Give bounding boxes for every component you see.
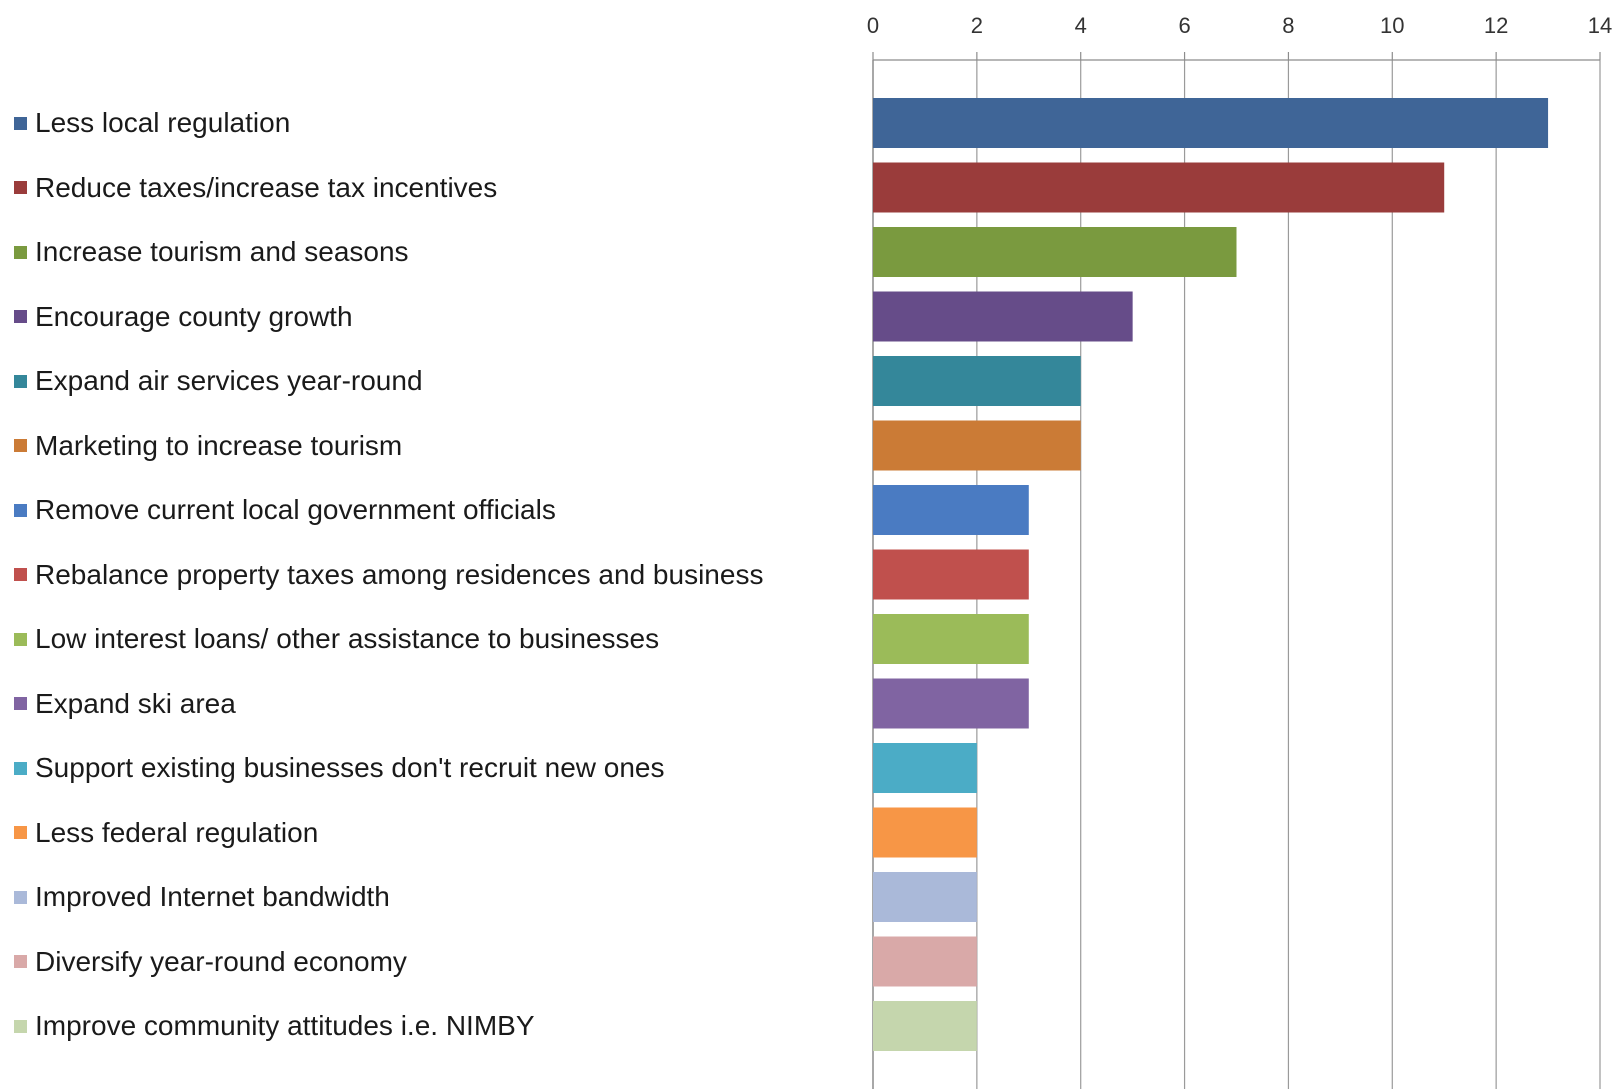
category-label: Support existing businesses don't recrui… <box>35 752 665 783</box>
legend-entry: Expand ski area <box>14 684 236 724</box>
legend-entry: Diversify year-round economy <box>14 942 407 982</box>
legend-entry: Expand air services year-round <box>14 361 423 401</box>
x-tick-label: 8 <box>1282 13 1294 38</box>
legend-entry: Encourage county growth <box>14 297 353 337</box>
legend-swatch <box>14 116 27 130</box>
category-label: Less local regulation <box>35 107 291 138</box>
bar <box>873 291 1133 342</box>
category-label: Encourage county growth <box>35 300 353 332</box>
bar <box>873 549 1029 600</box>
legend-entry: Less local regulation <box>14 103 290 143</box>
legend-swatch <box>14 955 27 968</box>
legend-swatch <box>14 310 27 323</box>
bar <box>873 485 1029 535</box>
legend-swatch <box>14 761 27 775</box>
legend-swatch <box>14 503 27 517</box>
legend-entry: Less federal regulation <box>14 813 318 853</box>
bar <box>873 743 977 793</box>
legend-entry: Marketing to increase tourism <box>14 426 402 466</box>
category-label: Less federal regulation <box>35 816 319 848</box>
category-label: Improve community attitudes i.e. NIMBY <box>35 1010 535 1041</box>
legend-swatch <box>14 181 27 194</box>
bar <box>873 936 977 987</box>
category-label: Remove current local government official… <box>35 494 556 525</box>
legend-swatch <box>14 568 27 581</box>
legend-entry: Reduce taxes/increase tax incentives <box>14 168 497 208</box>
legend-swatch <box>14 439 27 452</box>
category-label: Rebalance property taxes among residence… <box>35 558 764 590</box>
legend-swatch <box>14 374 27 388</box>
x-tick-label: 12 <box>1484 13 1508 38</box>
x-tick-label: 0 <box>867 13 879 38</box>
category-label: Improved Internet bandwidth <box>35 881 390 912</box>
category-label: Low interest loans/ other assistance to … <box>35 623 660 654</box>
legend-swatch <box>14 632 27 646</box>
legend-entry: Increase tourism and seasons <box>14 232 409 272</box>
bar <box>873 356 1081 406</box>
category-label: Increase tourism and seasons <box>35 236 409 267</box>
x-tick-label: 2 <box>971 13 983 38</box>
category-label: Reduce taxes/increase tax incentives <box>35 171 498 203</box>
legend-entry: Improved Internet bandwidth <box>14 877 390 917</box>
legend-entry: Improve community attitudes i.e. NIMBY <box>14 1006 535 1046</box>
bar <box>873 807 977 858</box>
legend-swatch <box>14 697 27 710</box>
bar <box>873 1001 977 1051</box>
legend-entry: Remove current local government official… <box>14 490 556 530</box>
bar <box>873 420 1081 471</box>
x-tick-label: 4 <box>1075 13 1087 38</box>
bar <box>873 98 1549 148</box>
legend-entry: Rebalance property taxes among residence… <box>14 555 763 595</box>
bar <box>873 614 1029 664</box>
legend-swatch <box>14 245 27 259</box>
category-label: Expand air services year-round <box>35 365 423 396</box>
legend-swatch <box>14 890 27 904</box>
bar <box>873 162 1445 213</box>
legend-entry: Support existing businesses don't recrui… <box>14 748 664 788</box>
category-label: Expand ski area <box>35 687 236 719</box>
legend-entry: Low interest loans/ other assistance to … <box>14 619 659 659</box>
category-label: Marketing to increase tourism <box>35 429 403 461</box>
bar <box>873 872 977 922</box>
x-tick-label: 6 <box>1178 13 1190 38</box>
bar <box>873 227 1237 277</box>
category-label: Diversify year-round economy <box>35 945 407 977</box>
legend-swatch <box>14 826 27 839</box>
legend-swatch <box>14 1019 27 1033</box>
x-tick-label: 14 <box>1588 13 1612 38</box>
bar <box>873 678 1029 729</box>
x-tick-label: 10 <box>1380 13 1404 38</box>
